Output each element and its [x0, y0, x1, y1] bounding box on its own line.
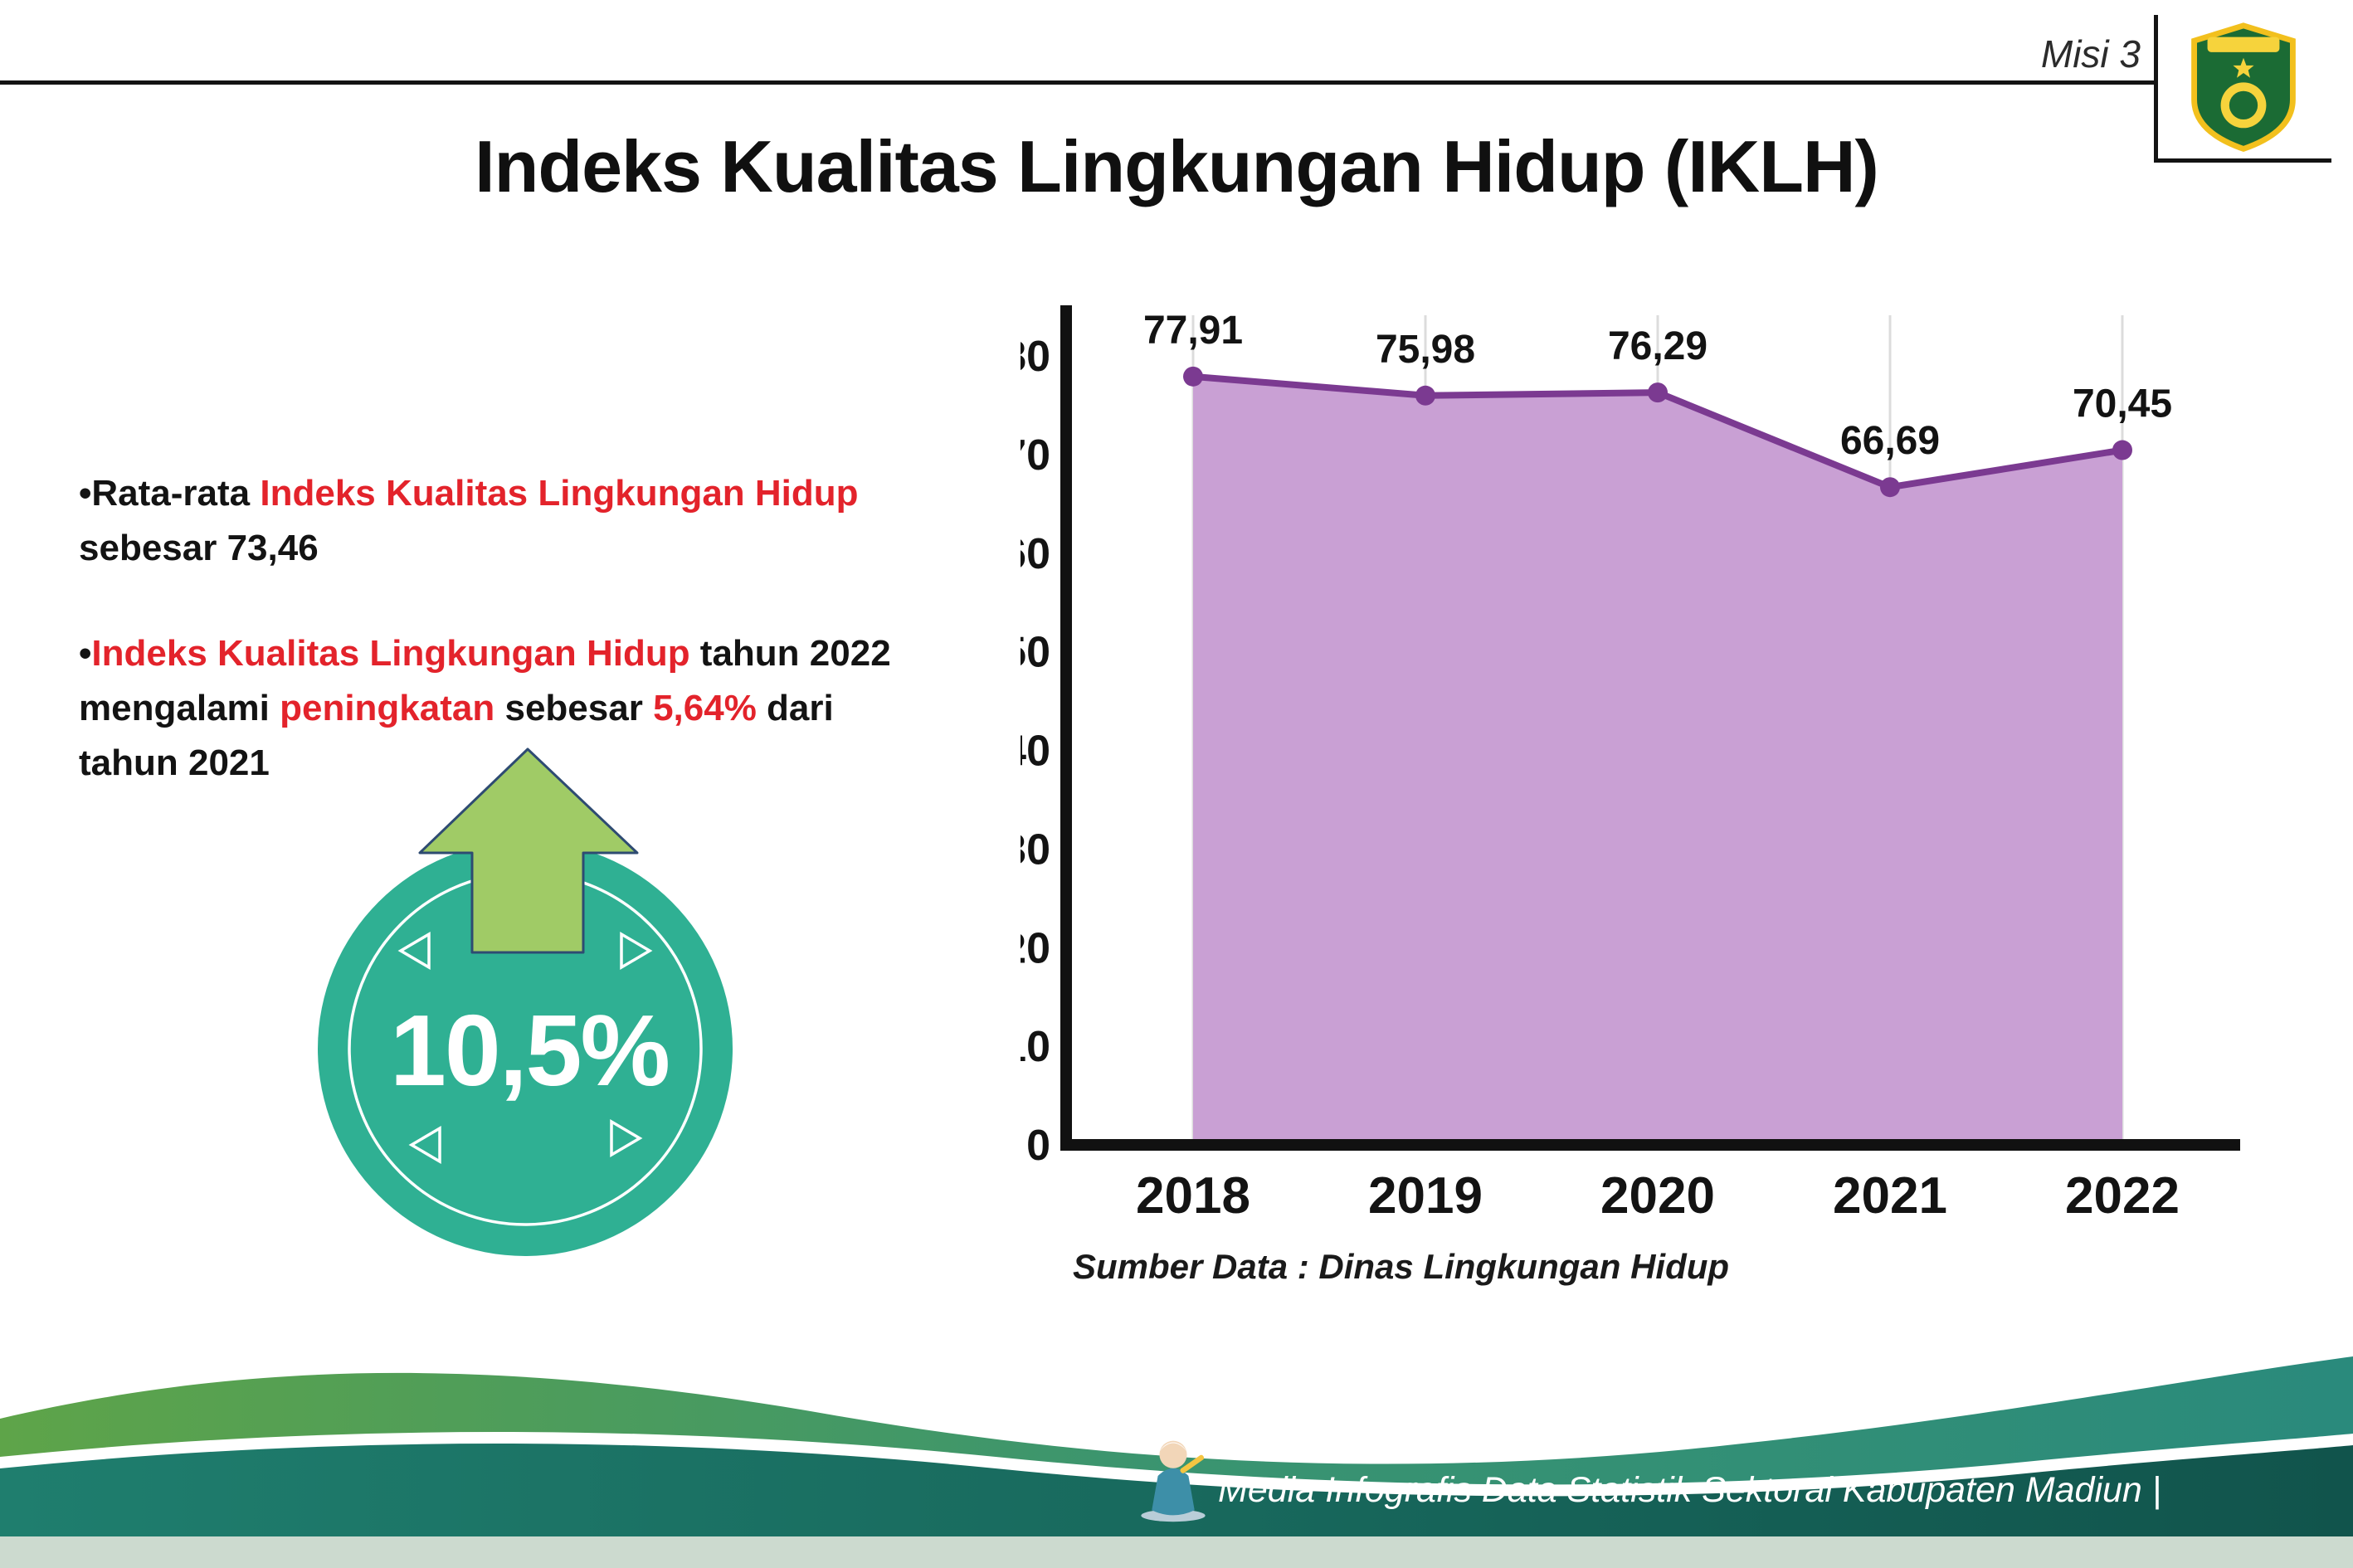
chart-point: [1415, 385, 1435, 406]
bullet2-text2: mengalami: [79, 688, 280, 728]
chart-point: [1648, 382, 1668, 403]
increase-badge: [318, 747, 733, 1256]
logo-frame-left: [2154, 15, 2158, 163]
bullet1-highlight: Indeks Kualitas Lingkungan Hidup: [260, 473, 859, 514]
crest-star: [2233, 57, 2254, 78]
chart-x-label: 2019: [1368, 1167, 1483, 1225]
badge-tick-se: [610, 1118, 643, 1158]
up-arrow-icon: [418, 747, 639, 954]
bullet-peningkatan: •Indeks Kualitas Lingkungan Hidup tahun …: [79, 626, 975, 791]
bullet-rata-rata: •Rata-rata Indeks Kualitas Lingkungan Hi…: [79, 466, 975, 576]
chart-y-label: 20: [1021, 924, 1050, 972]
page-title: Indeks Kualitas Lingkungan Hidup (IKLH): [475, 125, 1879, 207]
bullet2-text5: tahun 2021: [79, 743, 270, 783]
bullet2-text4: dari: [756, 688, 834, 728]
chart-y-label: 0: [1026, 1122, 1050, 1170]
badge-value: 10,5%: [390, 994, 670, 1107]
chart-y-label: 60: [1021, 530, 1050, 578]
header-rule: [0, 80, 2154, 85]
mascot-cap: [1159, 1442, 1187, 1452]
chart-x-axis: [1060, 1139, 2240, 1151]
chart-value-label: 75,98: [1376, 328, 1475, 372]
logo-frame-bottom: [2154, 158, 2331, 163]
chart-point: [1880, 477, 1900, 498]
bullet2-text3: sebesar: [494, 688, 654, 728]
bullet1-text2: sebesar 73,46: [79, 528, 319, 568]
chart-source-note: Sumber Data : Dinas Lingkungan Hidup: [1073, 1247, 1730, 1286]
badge-tick-nw: [397, 931, 431, 971]
iklh-area-chart: 77,91 2018 75,98 2019 76,29 2020 66,69 2021 70,4…: [1021, 305, 2240, 1225]
bullet2-text1: tahun 2022: [689, 633, 891, 674]
crest-emblem-inner: [2229, 90, 2258, 119]
chart-y-label: 30: [1021, 825, 1050, 874]
footer-credit: Media Infografis Data Statistik Sektoral…: [1218, 1470, 2161, 1510]
badge-tick-sw: [408, 1125, 441, 1165]
chart-value-label: 66,69: [1840, 419, 1940, 463]
footer-bottom-strip: [0, 1536, 2353, 1568]
chart-y-label: 50: [1021, 629, 1050, 677]
chart-x-label: 2021: [1833, 1167, 1947, 1225]
mascot-body: [1152, 1468, 1195, 1516]
chart-value-label: 70,45: [2073, 382, 2172, 426]
chart-value-label: 76,29: [1608, 324, 1708, 368]
chart-y-label: 80: [1021, 333, 1050, 381]
footer-waves: [0, 1356, 2353, 1568]
misi-label: Misi 3: [2040, 32, 2141, 75]
bullet2-dot: •: [79, 633, 92, 674]
chart-x-label: 2020: [1600, 1167, 1715, 1225]
chart-area: [1193, 376, 2122, 1146]
chart-y-label: 40: [1021, 728, 1050, 776]
crest-banner: [2207, 37, 2280, 52]
bullet2-highlight2: peningkatan: [280, 688, 495, 728]
bullet1-text: •Rata-rata: [79, 473, 261, 514]
mascot-pencil: [1180, 1454, 1205, 1473]
mascot-head: [1159, 1440, 1187, 1468]
kabupaten-madiun-logo: [2191, 22, 2296, 153]
chart-y-axis: [1060, 305, 1072, 1151]
chart-y-label: 70: [1021, 431, 1050, 480]
mascot-base: [1141, 1509, 1206, 1522]
chart-point: [2112, 440, 2132, 460]
bullet2-highlight1: Indeks Kualitas Lingkungan Hidup: [91, 633, 690, 674]
mascot-icon: [1141, 1440, 1206, 1522]
bullet2-highlight3: 5,64%: [653, 688, 757, 728]
badge-tick-ne: [620, 931, 653, 971]
chart-point: [1183, 366, 1203, 387]
chart-x-label: 2022: [2065, 1167, 2180, 1225]
chart-x-label: 2018: [1136, 1167, 1250, 1225]
chart-value-label: 77,91: [1143, 309, 1243, 353]
chart-y-label: 10: [1021, 1023, 1050, 1071]
